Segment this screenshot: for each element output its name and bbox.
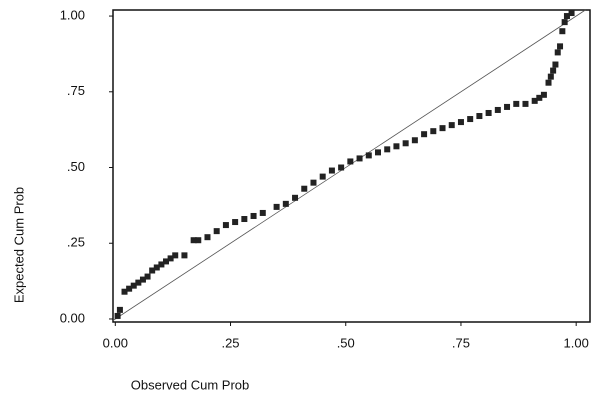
point [114, 312, 121, 319]
point [310, 179, 317, 186]
point [561, 19, 568, 26]
point [448, 122, 455, 129]
point [158, 261, 165, 268]
point [536, 94, 543, 101]
point [547, 73, 554, 80]
point [232, 219, 239, 226]
point [504, 103, 511, 110]
point [259, 209, 266, 216]
point [301, 185, 308, 192]
x-tick-label: 1.00 [564, 335, 589, 350]
point [375, 149, 381, 156]
point [204, 234, 211, 241]
point [319, 173, 326, 180]
point [568, 10, 575, 17]
x-tick-label: .75 [452, 335, 470, 350]
point [130, 282, 137, 289]
point [554, 49, 561, 56]
point [356, 155, 363, 162]
point [552, 61, 559, 68]
reference-line [112, 9, 586, 321]
point [144, 273, 151, 280]
point [439, 125, 446, 132]
point [365, 152, 372, 159]
point [540, 91, 547, 98]
point [411, 137, 418, 144]
point [167, 255, 174, 262]
point [241, 216, 248, 223]
x-tick-label: .50 [337, 335, 355, 350]
point [338, 164, 345, 171]
y-axis-label: Expected Cum Prob [11, 187, 26, 303]
point [139, 276, 146, 283]
point [457, 119, 464, 126]
point [328, 167, 335, 174]
y-tick-label: 1.00 [60, 7, 85, 22]
point [149, 267, 156, 274]
point [126, 285, 133, 292]
point [135, 279, 142, 286]
point [347, 158, 354, 165]
point [116, 306, 123, 313]
point [121, 288, 128, 295]
point [522, 100, 529, 107]
point [195, 237, 202, 244]
point [402, 140, 409, 147]
plot-frame [112, 9, 591, 323]
point [273, 203, 280, 210]
point [545, 79, 552, 86]
point [559, 28, 566, 35]
point [563, 13, 570, 20]
point [550, 67, 557, 74]
point [292, 194, 299, 201]
point [557, 43, 564, 50]
point [485, 109, 492, 116]
point [181, 252, 188, 259]
point [430, 128, 437, 135]
point [513, 100, 520, 107]
point [190, 237, 197, 244]
point [222, 222, 229, 229]
point [172, 252, 179, 259]
point [250, 212, 257, 219]
point [476, 113, 483, 120]
x-axis-label: Observed Cum Prob [131, 377, 250, 392]
y-tick-label: .50 [67, 159, 85, 174]
point [163, 258, 169, 265]
point [531, 97, 538, 104]
point [421, 131, 428, 138]
y-tick-label: 0.00 [60, 310, 85, 325]
y-tick-label: .75 [67, 83, 85, 98]
point [384, 146, 391, 153]
point [153, 264, 160, 271]
x-tick-label: .25 [221, 335, 239, 350]
x-tick-label: 0.00 [103, 335, 128, 350]
point [282, 200, 289, 207]
point [213, 228, 220, 235]
y-tick-label: .25 [67, 235, 85, 250]
point [393, 143, 400, 150]
point [494, 106, 501, 113]
point [467, 116, 474, 123]
